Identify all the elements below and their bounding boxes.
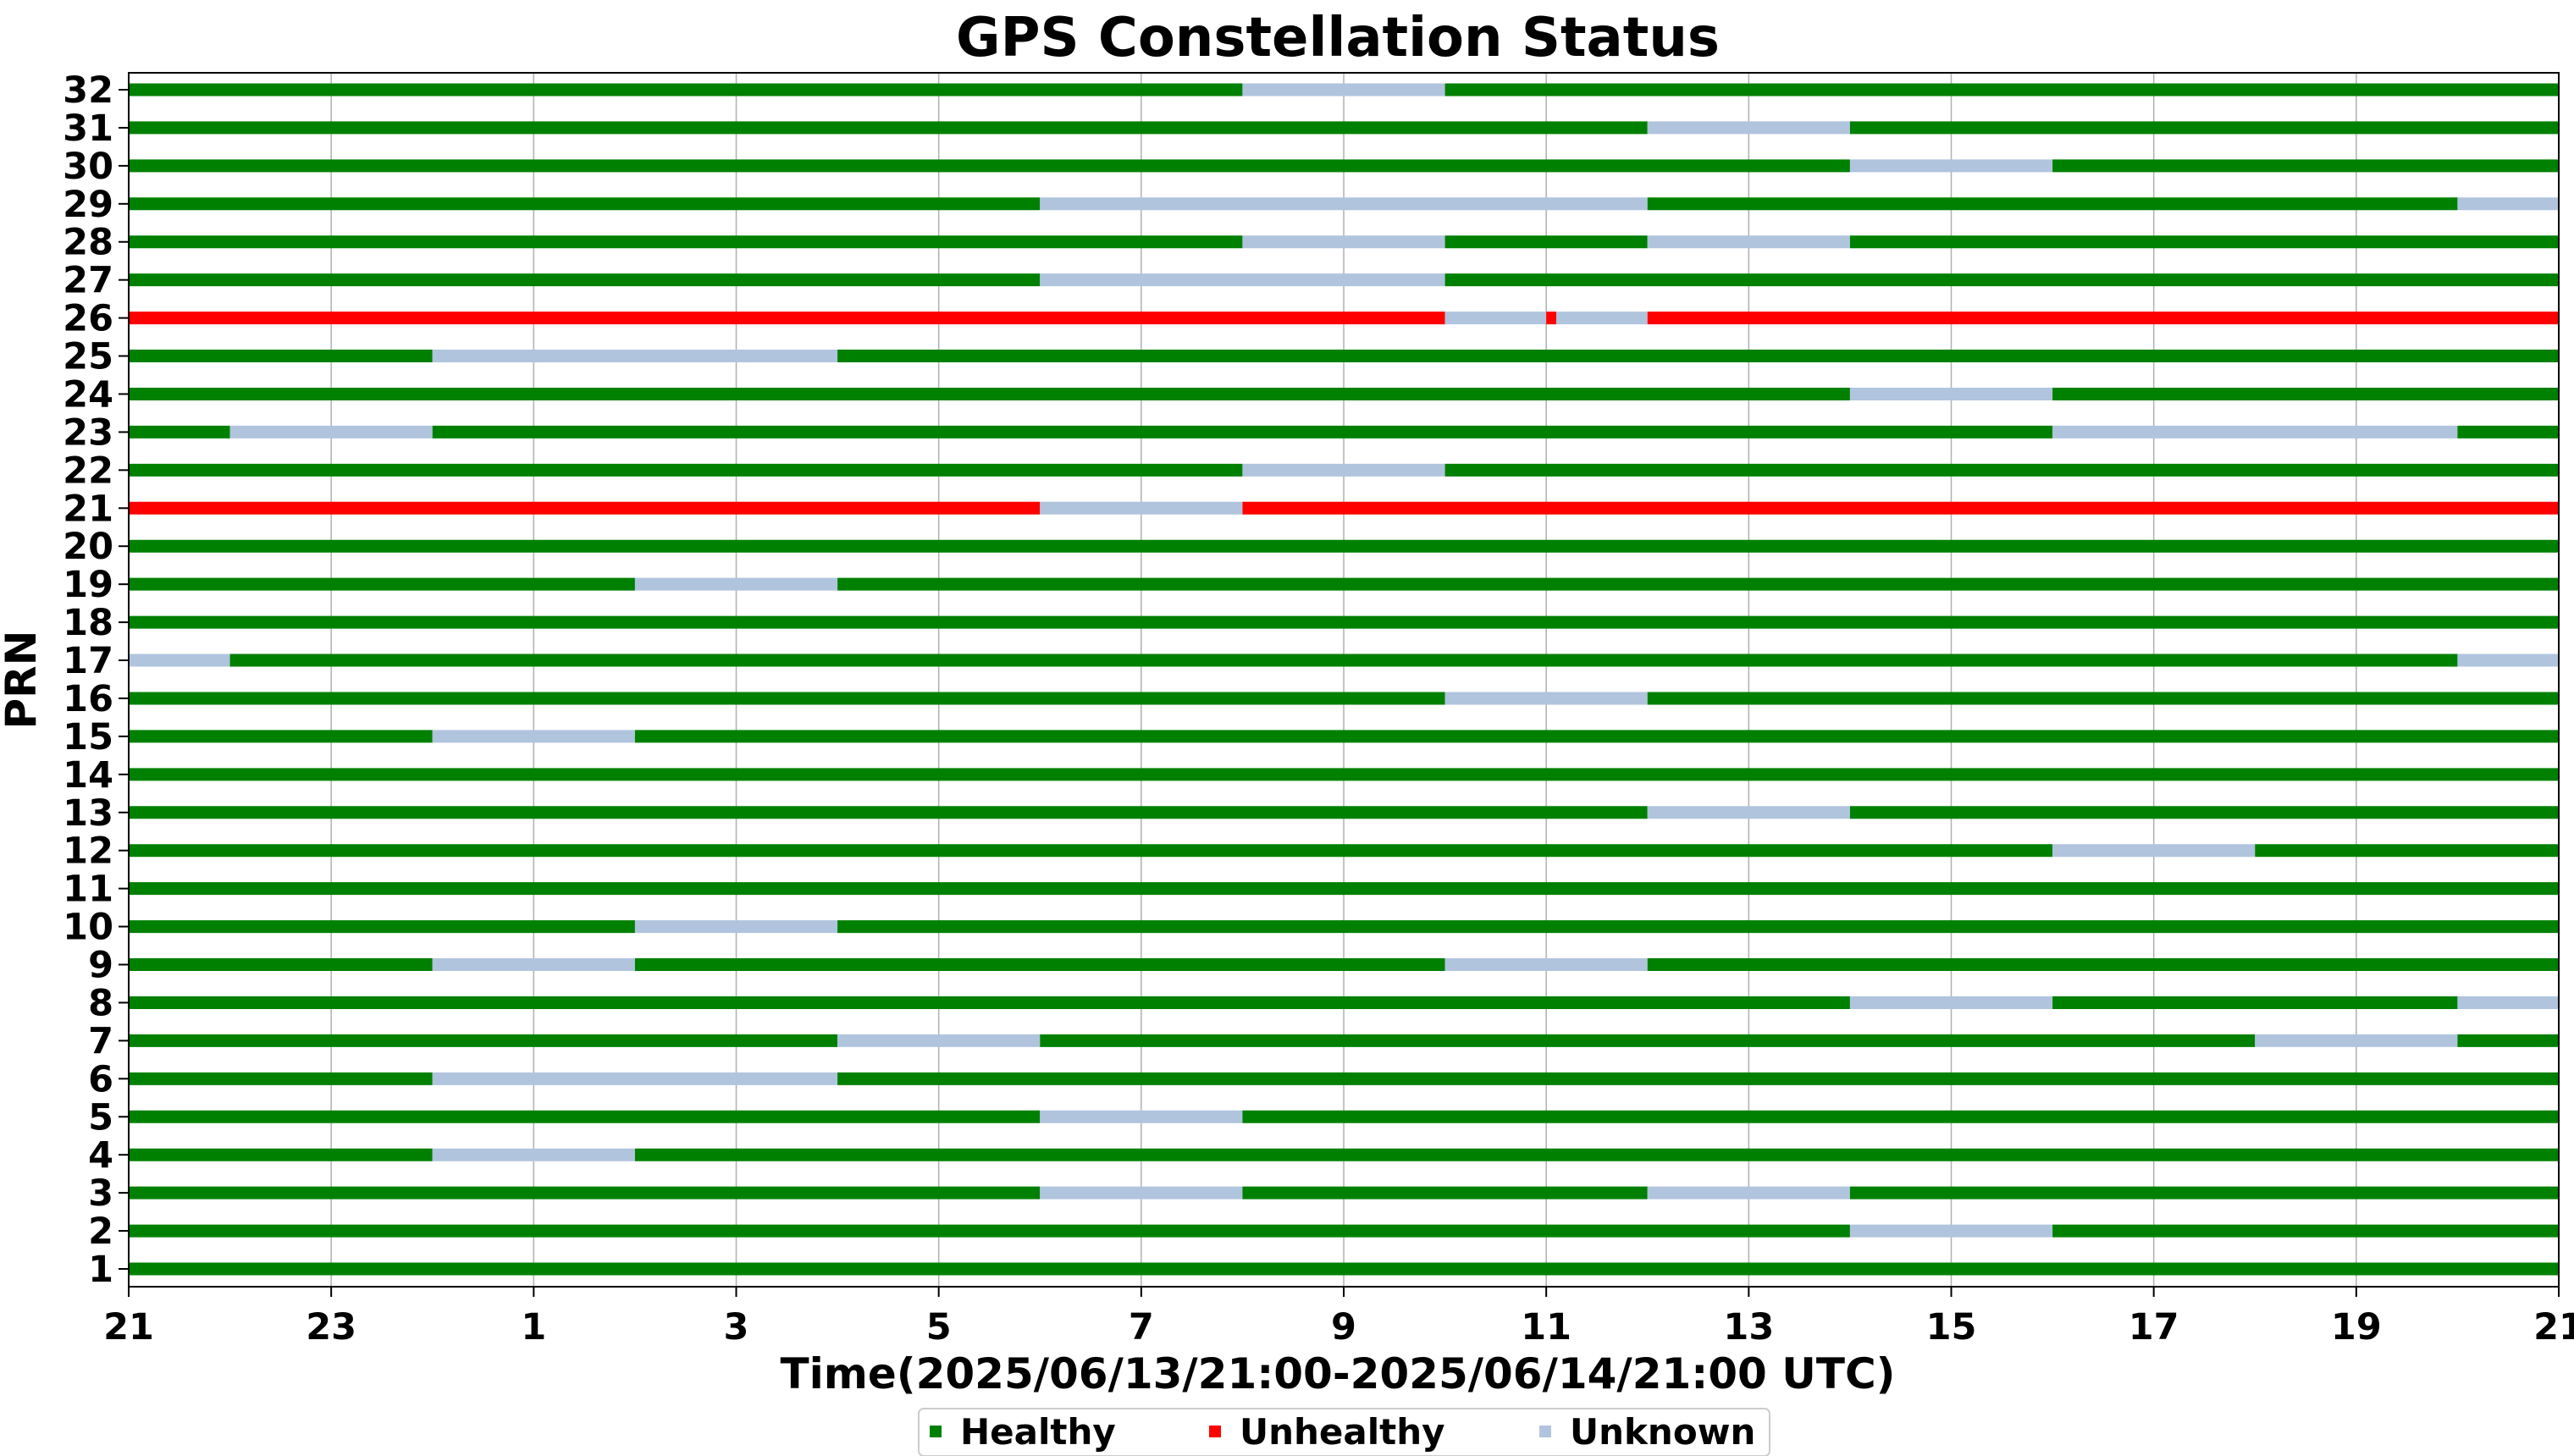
y-tick-label-prn: 28 xyxy=(63,222,113,264)
y-tick-label-prn: 24 xyxy=(63,373,113,416)
gridlines xyxy=(128,73,2560,1287)
x-tick-label: 3 xyxy=(724,1306,749,1348)
y-tick-label-prn: 15 xyxy=(63,716,113,758)
legend-label-unhealthy: Unhealthy xyxy=(1240,1411,1444,1453)
y-tick-label-prn: 11 xyxy=(63,869,113,911)
y-tick-label-prn: 8 xyxy=(88,982,113,1024)
y-tick-label-prn: 2 xyxy=(88,1211,113,1253)
x-axis-ticks: 21 23 1 3 5 7 9 11 13 15 17 19 21 xyxy=(103,1287,2574,1348)
legend-box xyxy=(918,1408,1770,1456)
x-tick-label: 15 xyxy=(1926,1306,1977,1348)
y-tick-label-prn: 32 xyxy=(63,69,113,112)
legend-label-unknown: Unknown xyxy=(1570,1411,1755,1453)
y-tick-label-prn: 12 xyxy=(63,830,113,873)
y-tick-label-prn: 14 xyxy=(63,754,113,797)
y-tick-label-prn: 25 xyxy=(63,336,113,378)
y-tick-label-prn: 29 xyxy=(63,184,113,226)
y-tick-label-prn: 16 xyxy=(63,678,113,720)
chart-title: GPS Constellation Status xyxy=(956,7,1720,69)
y-tick-label-prn: 21 xyxy=(63,488,113,530)
legend-swatch-healthy xyxy=(930,1426,942,1437)
y-axis-ticks: 1234567891011121314151617181920212223242… xyxy=(63,69,129,1291)
y-tick-label-prn: 7 xyxy=(88,1020,113,1062)
y-tick-label-prn: 20 xyxy=(63,526,113,568)
x-tick-label: 9 xyxy=(1331,1306,1356,1348)
y-tick-label-prn: 10 xyxy=(63,907,113,949)
y-tick-label-prn: 4 xyxy=(88,1134,113,1177)
legend-swatch-unhealthy xyxy=(1209,1426,1221,1437)
x-tick-label: 19 xyxy=(2331,1306,2382,1348)
y-tick-label-prn: 27 xyxy=(63,260,113,302)
x-axis-label: Time(2025/06/13/21:00-2025/06/14/21:00 U… xyxy=(780,1349,1895,1398)
y-axis-label: PRN xyxy=(0,631,46,730)
x-tick-label: 1 xyxy=(521,1306,546,1348)
y-tick-label-prn: 5 xyxy=(88,1096,113,1139)
y-tick-label-prn: 6 xyxy=(88,1058,113,1100)
y-tick-label-prn: 23 xyxy=(63,411,113,454)
x-tick-label: 21 xyxy=(103,1306,154,1348)
y-tick-label-prn: 13 xyxy=(63,792,113,835)
status-bars xyxy=(129,83,2559,1276)
y-tick-label-prn: 31 xyxy=(63,108,113,150)
x-tick-label: 23 xyxy=(306,1306,356,1348)
x-tick-label: 17 xyxy=(2129,1306,2179,1348)
x-tick-label: 13 xyxy=(1723,1306,1774,1348)
x-tick-label: 7 xyxy=(1129,1306,1154,1348)
x-tick-label: 21 xyxy=(2533,1306,2574,1348)
y-tick-label-prn: 19 xyxy=(63,564,113,606)
x-tick-label: 5 xyxy=(926,1306,952,1348)
y-tick-label-prn: 17 xyxy=(63,640,113,682)
y-tick-label-prn: 9 xyxy=(88,945,113,987)
y-tick-label-prn: 30 xyxy=(63,146,113,188)
y-tick-label-prn: 22 xyxy=(63,449,113,492)
x-tick-label: 11 xyxy=(1521,1306,1571,1348)
y-tick-label-prn: 26 xyxy=(63,298,113,340)
legend-label-healthy: Healthy xyxy=(960,1411,1116,1453)
legend-swatch-unknown xyxy=(1539,1426,1551,1437)
y-tick-label-prn: 1 xyxy=(88,1249,113,1291)
y-tick-label-prn: 18 xyxy=(63,602,113,644)
legend: Healthy Unhealthy Unknown xyxy=(918,1408,1770,1456)
y-tick-label-prn: 3 xyxy=(88,1172,113,1215)
